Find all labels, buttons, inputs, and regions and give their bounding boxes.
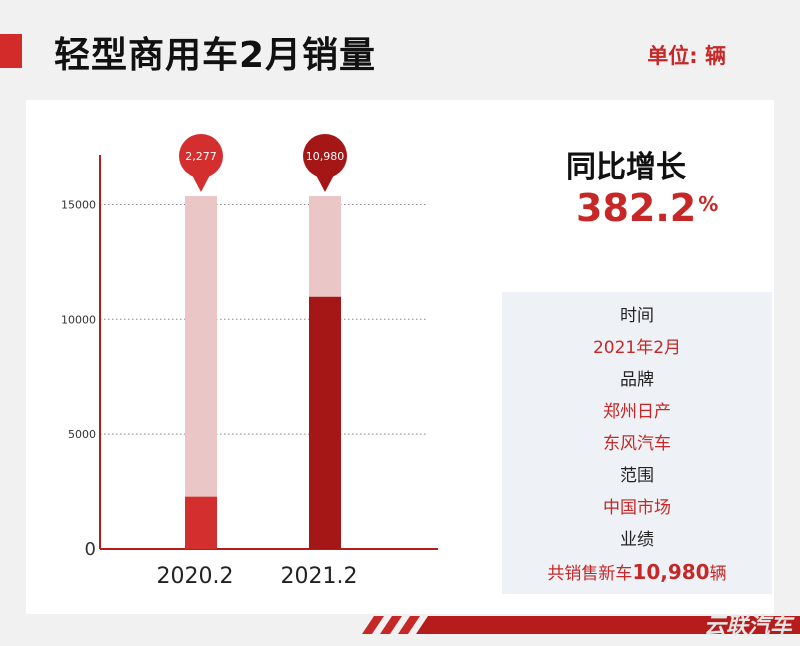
performance-number: 10,980 (632, 560, 710, 584)
yoy-value: 382.2% (576, 186, 718, 230)
x-tick-label: 2021.2 (281, 564, 358, 589)
y-tick-label: 5000 (68, 428, 96, 441)
bar (309, 296, 341, 549)
yoy-label: 同比增长 (566, 150, 686, 185)
y-tick-label: 10000 (61, 313, 96, 326)
watermark-logo: 云联汽车 (703, 614, 792, 639)
time-label: 时间 (620, 306, 654, 326)
yoy-number: 382.2 (576, 186, 697, 230)
bar-chart: 0 5000 10000 15000 2,277 2020.2 10,980 2021.2 (61, 134, 438, 589)
data-label-marker (179, 134, 223, 178)
page-title: 轻型商用车2月销量 (54, 35, 377, 76)
title-accent-block (0, 34, 22, 68)
x-tick-label: 2020.2 (157, 564, 234, 589)
performance-prefix: 共销售新车 (547, 564, 633, 584)
scope-label: 范围 (620, 466, 654, 486)
performance-label: 业绩 (620, 530, 654, 550)
data-label-marker-tip (191, 173, 211, 192)
time-value: 2021年2月 (592, 338, 682, 358)
data-label: 10,980 (306, 150, 345, 163)
data-label-marker (303, 134, 347, 178)
brand-value-1: 郑州日产 (603, 402, 671, 422)
data-label-marker-tip (315, 173, 335, 192)
scope-value: 中国市场 (603, 498, 671, 518)
y-tick-label: 15000 (61, 198, 96, 211)
bar-background (185, 196, 217, 549)
unit-label: 单位: 辆 (647, 44, 726, 68)
brand-value-2: 东风汽车 (603, 434, 671, 454)
performance-suffix: 辆 (709, 564, 727, 584)
info-panel: 时间 2021年2月 品牌 郑州日产 东风汽车 范围 中国市场 业绩 共销售新车… (502, 292, 772, 594)
data-label: 2,277 (185, 150, 217, 163)
performance-value: 共销售新车10,980辆 (502, 556, 772, 588)
bar (185, 496, 217, 549)
brand-label: 品牌 (620, 370, 654, 390)
decorative-stripes (362, 616, 800, 634)
yoy-percent: % (698, 192, 719, 216)
y-tick-label: 0 (85, 539, 96, 560)
